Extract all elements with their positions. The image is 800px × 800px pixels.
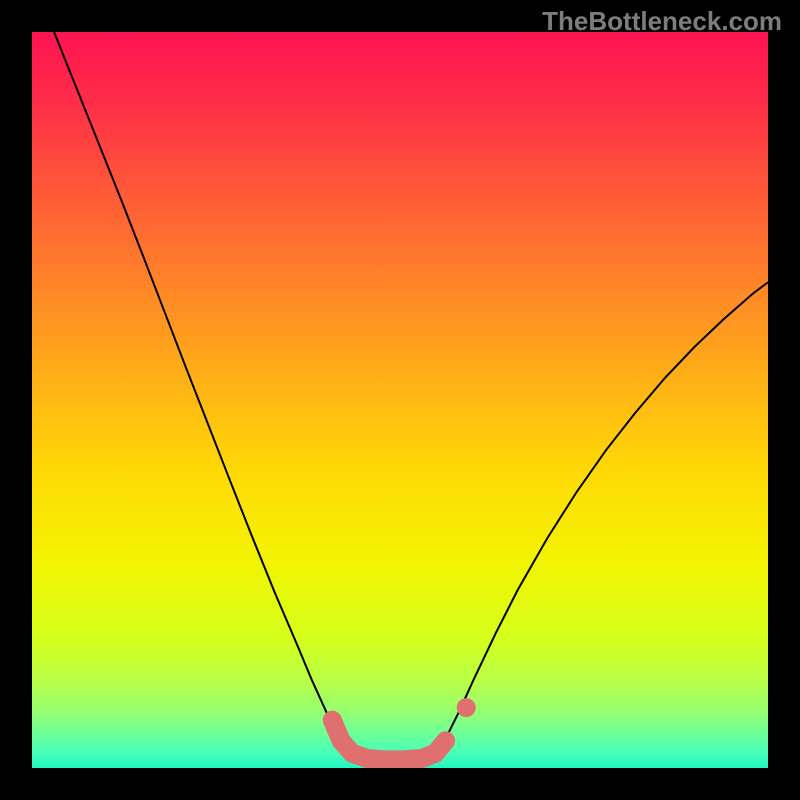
- bottom-marker-end-dot: [457, 698, 476, 717]
- plot-overlay: [32, 32, 768, 768]
- watermark-text: TheBottleneck.com: [542, 6, 782, 37]
- stage: TheBottleneck.com: [0, 0, 800, 800]
- bottleneck-curve: [54, 32, 768, 766]
- plot-area: [32, 32, 768, 768]
- bottom-marker-path: [332, 720, 445, 760]
